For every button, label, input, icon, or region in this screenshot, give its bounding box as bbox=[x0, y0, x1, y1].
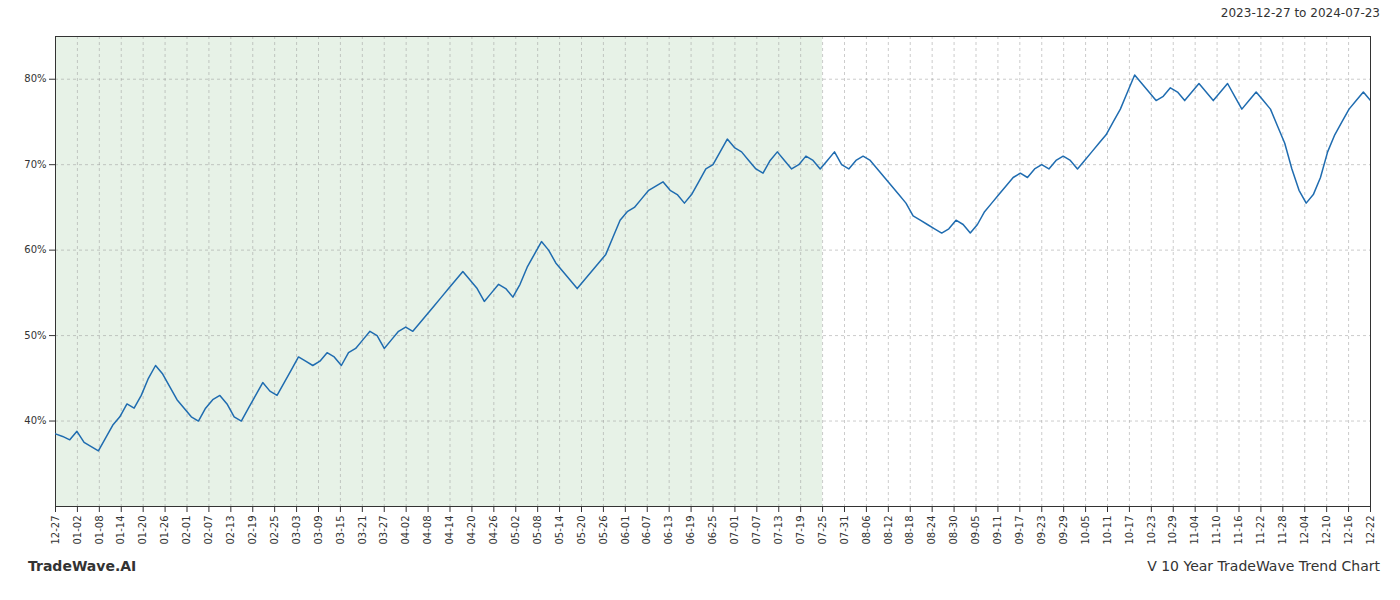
svg-text:09-29: 09-29 bbox=[1058, 516, 1069, 545]
svg-text:03-09: 03-09 bbox=[313, 516, 324, 545]
svg-text:06-25: 06-25 bbox=[707, 516, 718, 545]
svg-text:11-04: 11-04 bbox=[1189, 516, 1200, 545]
svg-text:06-07: 06-07 bbox=[641, 516, 652, 545]
svg-text:01-26: 01-26 bbox=[159, 516, 170, 545]
svg-text:05-14: 05-14 bbox=[554, 516, 565, 545]
svg-text:02-01: 02-01 bbox=[181, 516, 192, 545]
svg-text:11-16: 11-16 bbox=[1233, 516, 1244, 545]
svg-text:04-08: 04-08 bbox=[422, 516, 433, 545]
html-text:TradeWave.AI: TradeWave.AI bbox=[28, 558, 137, 574]
svg-text:01-02: 01-02 bbox=[72, 516, 83, 545]
svg-text:05-02: 05-02 bbox=[510, 516, 521, 545]
html-text:2023-12-27 to 2024-07-23: 2023-12-27 to 2024-07-23 bbox=[1220, 6, 1380, 20]
svg-text:07-19: 07-19 bbox=[795, 516, 806, 545]
svg-text:03-03: 03-03 bbox=[291, 516, 302, 545]
svg-text:06-19: 06-19 bbox=[685, 516, 696, 545]
svg-text:03-27: 03-27 bbox=[378, 516, 389, 545]
svg-text:12-27: 12-27 bbox=[50, 516, 61, 545]
svg-text:07-07: 07-07 bbox=[751, 516, 762, 545]
html-text:V 10 Year TradeWave Trend Char: V 10 Year TradeWave Trend Chart bbox=[1147, 558, 1380, 574]
svg-text:06-13: 06-13 bbox=[663, 516, 674, 545]
svg-text:09-23: 09-23 bbox=[1036, 516, 1047, 545]
svg-text:10-05: 10-05 bbox=[1080, 516, 1091, 545]
svg-text:09-11: 09-11 bbox=[992, 516, 1003, 545]
svg-text:11-10: 11-10 bbox=[1211, 516, 1222, 545]
svg-text:04-20: 04-20 bbox=[466, 516, 477, 545]
svg-text:04-26: 04-26 bbox=[488, 516, 499, 545]
svg-text:40%: 40% bbox=[24, 415, 46, 426]
svg-text:08-18: 08-18 bbox=[904, 516, 915, 545]
svg-text:02-19: 02-19 bbox=[247, 516, 258, 545]
svg-text:09-17: 09-17 bbox=[1014, 516, 1025, 545]
svg-text:02-13: 02-13 bbox=[225, 516, 236, 545]
svg-text:08-06: 08-06 bbox=[861, 516, 872, 545]
svg-text:01-08: 01-08 bbox=[94, 516, 105, 545]
svg-text:80%: 80% bbox=[24, 73, 46, 84]
svg-text:02-25: 02-25 bbox=[269, 516, 280, 545]
svg-text:04-02: 04-02 bbox=[400, 516, 411, 545]
svg-text:08-12: 08-12 bbox=[883, 516, 894, 545]
svg-text:05-20: 05-20 bbox=[576, 516, 587, 545]
svg-text:07-25: 07-25 bbox=[817, 516, 828, 545]
svg-text:10-23: 10-23 bbox=[1146, 516, 1157, 545]
svg-text:12-04: 12-04 bbox=[1299, 516, 1310, 545]
svg-text:05-26: 05-26 bbox=[598, 516, 609, 545]
svg-text:07-13: 07-13 bbox=[773, 516, 784, 545]
svg-text:08-24: 08-24 bbox=[926, 516, 937, 545]
svg-text:01-20: 01-20 bbox=[137, 516, 148, 545]
svg-text:10-29: 10-29 bbox=[1167, 516, 1178, 545]
svg-text:06-01: 06-01 bbox=[620, 516, 631, 545]
svg-text:01-14: 01-14 bbox=[115, 516, 126, 545]
svg-text:07-31: 07-31 bbox=[839, 516, 850, 545]
svg-text:12-22: 12-22 bbox=[1365, 516, 1376, 545]
svg-text:10-17: 10-17 bbox=[1124, 516, 1135, 545]
svg-text:12-10: 12-10 bbox=[1321, 516, 1332, 545]
svg-text:04-14: 04-14 bbox=[444, 516, 455, 545]
svg-text:03-15: 03-15 bbox=[335, 516, 346, 545]
svg-text:50%: 50% bbox=[24, 330, 46, 341]
svg-text:11-28: 11-28 bbox=[1277, 516, 1288, 545]
svg-text:12-16: 12-16 bbox=[1343, 516, 1354, 545]
svg-text:11-22: 11-22 bbox=[1255, 516, 1266, 545]
svg-text:02-07: 02-07 bbox=[203, 516, 214, 545]
svg-text:05-08: 05-08 bbox=[532, 516, 543, 545]
svg-text:07-01: 07-01 bbox=[729, 516, 740, 545]
svg-text:09-05: 09-05 bbox=[970, 516, 981, 545]
svg-text:70%: 70% bbox=[24, 159, 46, 170]
svg-text:08-30: 08-30 bbox=[948, 516, 959, 545]
svg-text:03-21: 03-21 bbox=[357, 516, 368, 545]
svg-text:60%: 60% bbox=[24, 244, 46, 255]
svg-text:10-11: 10-11 bbox=[1102, 516, 1113, 545]
